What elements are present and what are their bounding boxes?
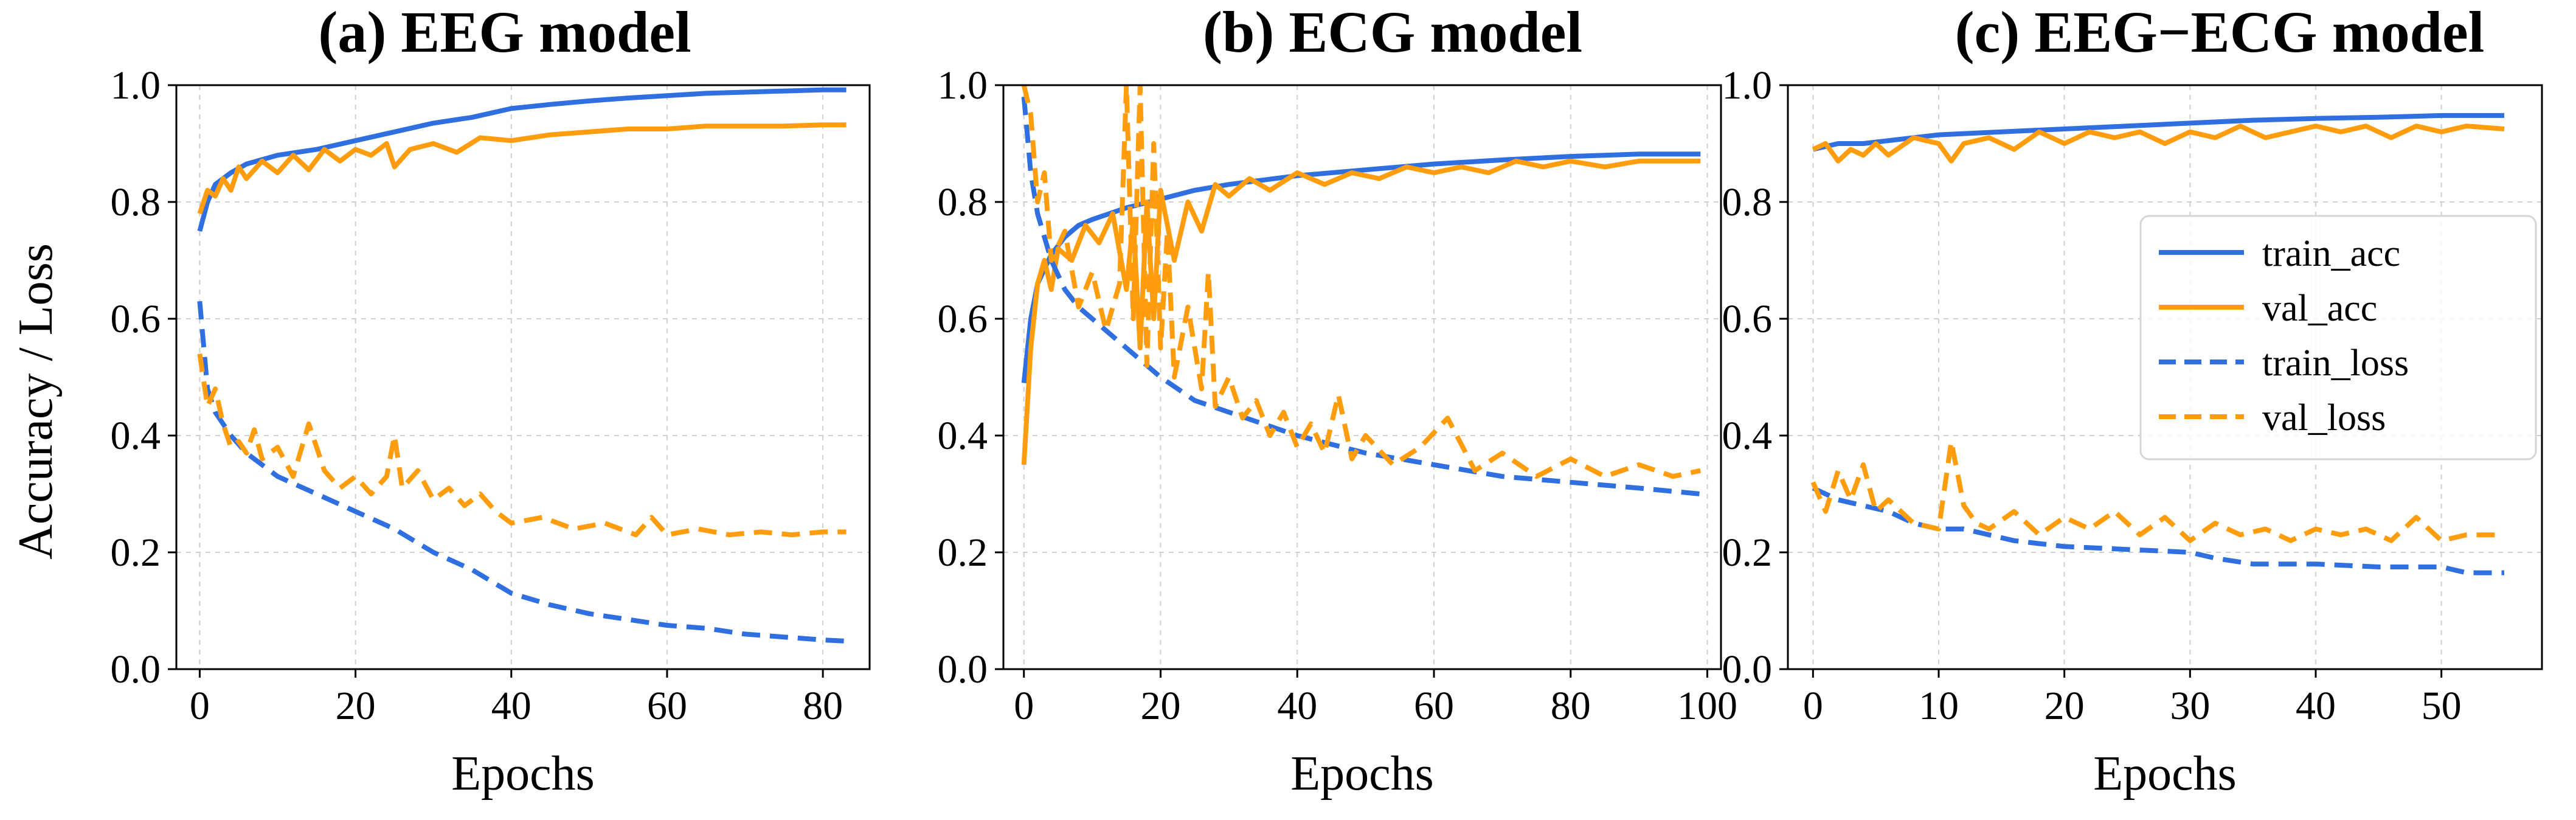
x-tick-label: 20 (336, 684, 376, 728)
x-tick-label: 10 (1919, 684, 1959, 728)
x-tick-label: 80 (803, 684, 843, 728)
y-tick-label: 0.8 (111, 180, 161, 224)
series-line-val-acc (1812, 123, 2505, 164)
series-line-val-loss (1810, 439, 2504, 543)
x-tick-label: 60 (647, 684, 687, 728)
y-tick-label: 0.0 (1722, 647, 1773, 692)
x-tick-label: 20 (2045, 684, 2085, 728)
y-tick-label: 0.6 (1722, 297, 1773, 341)
y-tick-label: 0.4 (938, 414, 988, 458)
panel-c-lines (1810, 113, 2505, 575)
legend: train_acc val_acc train_loss val_loss (2139, 215, 2537, 460)
panel-a-frame (175, 84, 871, 670)
series-line-val-acc (1021, 158, 1701, 465)
x-tick-label: 20 (1140, 684, 1180, 728)
panel-b-title: (b) ECG model (1203, 0, 1582, 64)
legend-entry-val-acc: val_acc (2159, 288, 2377, 329)
series-line-val-loss (1021, 85, 1702, 479)
legend-entry-train-loss: train_loss (2159, 342, 2409, 384)
panel-b-frame (1002, 84, 1722, 670)
panel-a-ticks: 0.0 0.2 0.4 0.6 0.8 1.0 0 20 40 60 80 (111, 63, 843, 728)
y-tick-label: 0.6 (111, 297, 161, 341)
series-line-train-acc (1812, 113, 2504, 152)
y-tick-label: 0.2 (111, 530, 161, 575)
y-tick-label: 0.4 (1722, 414, 1773, 458)
x-tick-label: 40 (491, 684, 531, 728)
series-line-val-acc (197, 122, 847, 215)
y-tick-label: 0.0 (938, 647, 988, 692)
x-tick-label: 60 (1414, 684, 1454, 728)
legend-label-val-loss: val_loss (2262, 397, 2386, 439)
panel-a-title: (a) EEG model (318, 0, 691, 64)
panel-c-title: (c) EEG−ECG model (1955, 0, 2485, 64)
y-tick-label: 1.0 (1722, 63, 1773, 108)
y-tick-label: 1.0 (111, 63, 161, 108)
panel-b-ticks: 0.0 0.2 0.4 0.6 0.8 1.0 0 20 40 60 80 100 (938, 63, 1738, 728)
panel-a-x-axis-label: Epochs (451, 747, 595, 801)
y-tick-label: 0.4 (111, 414, 161, 458)
y-tick-label: 1.0 (938, 63, 988, 108)
x-tick-label: 40 (1277, 684, 1317, 728)
y-tick-label: 0.6 (938, 297, 988, 341)
panel-ecg-model: (b) ECG model 0.0 0.2 0.4 0.6 0.8 1.0 0 20 40 60 8… (938, 0, 1738, 801)
legend-entry-train-acc: train_acc (2159, 233, 2400, 274)
x-tick-label: 30 (2170, 684, 2210, 728)
panel-eeg-model: (a) EEG model 0.0 0.2 0.4 0.6 0.8 1.0 0 20 40 60 8… (111, 0, 871, 801)
panel-b-x-axis-label: Epochs (1290, 747, 1434, 801)
series-line-train-loss (1812, 485, 2504, 575)
x-tick-label: 40 (2296, 684, 2336, 728)
x-tick-label: 50 (2422, 684, 2462, 728)
y-axis-label: Accuracy / Loss (9, 243, 63, 560)
y-tick-label: 0.2 (1722, 530, 1773, 575)
x-tick-label: 0 (1014, 684, 1034, 728)
panel-c-x-axis-label: Epochs (2093, 747, 2237, 801)
y-tick-label: 0.2 (938, 530, 988, 575)
legend-label-train-acc: train_acc (2262, 233, 2400, 274)
panel-c-frame (1787, 84, 2543, 670)
legend-box (2139, 215, 2537, 460)
y-tick-label: 0.8 (1722, 180, 1773, 224)
legend-label-train-loss: train_loss (2262, 342, 2409, 384)
x-tick-label: 80 (1551, 684, 1591, 728)
legend-entry-val-loss: val_loss (2159, 397, 2386, 439)
panel-c-ticks: 0.0 0.2 0.4 0.6 0.8 1.0 0 10 20 30 40 50 (1722, 63, 2462, 728)
x-tick-label: 100 (1677, 684, 1737, 728)
y-tick-label: 0.0 (111, 647, 161, 692)
x-tick-label: 0 (190, 684, 210, 728)
series-line-train-loss (1021, 96, 1701, 496)
y-tick-label: 0.8 (938, 180, 988, 224)
legend-label-val-acc: val_acc (2262, 288, 2377, 329)
x-tick-label: 0 (1803, 684, 1823, 728)
panel-eeg-ecg-model: (c) EEG−ECG model 0.0 0.2 0.4 0.6 0.8 1.0 0 10 2… (1722, 0, 2543, 801)
panel-a-lines (197, 87, 847, 644)
panel-b-lines (1021, 85, 1702, 496)
series-line-val-loss (197, 353, 847, 538)
